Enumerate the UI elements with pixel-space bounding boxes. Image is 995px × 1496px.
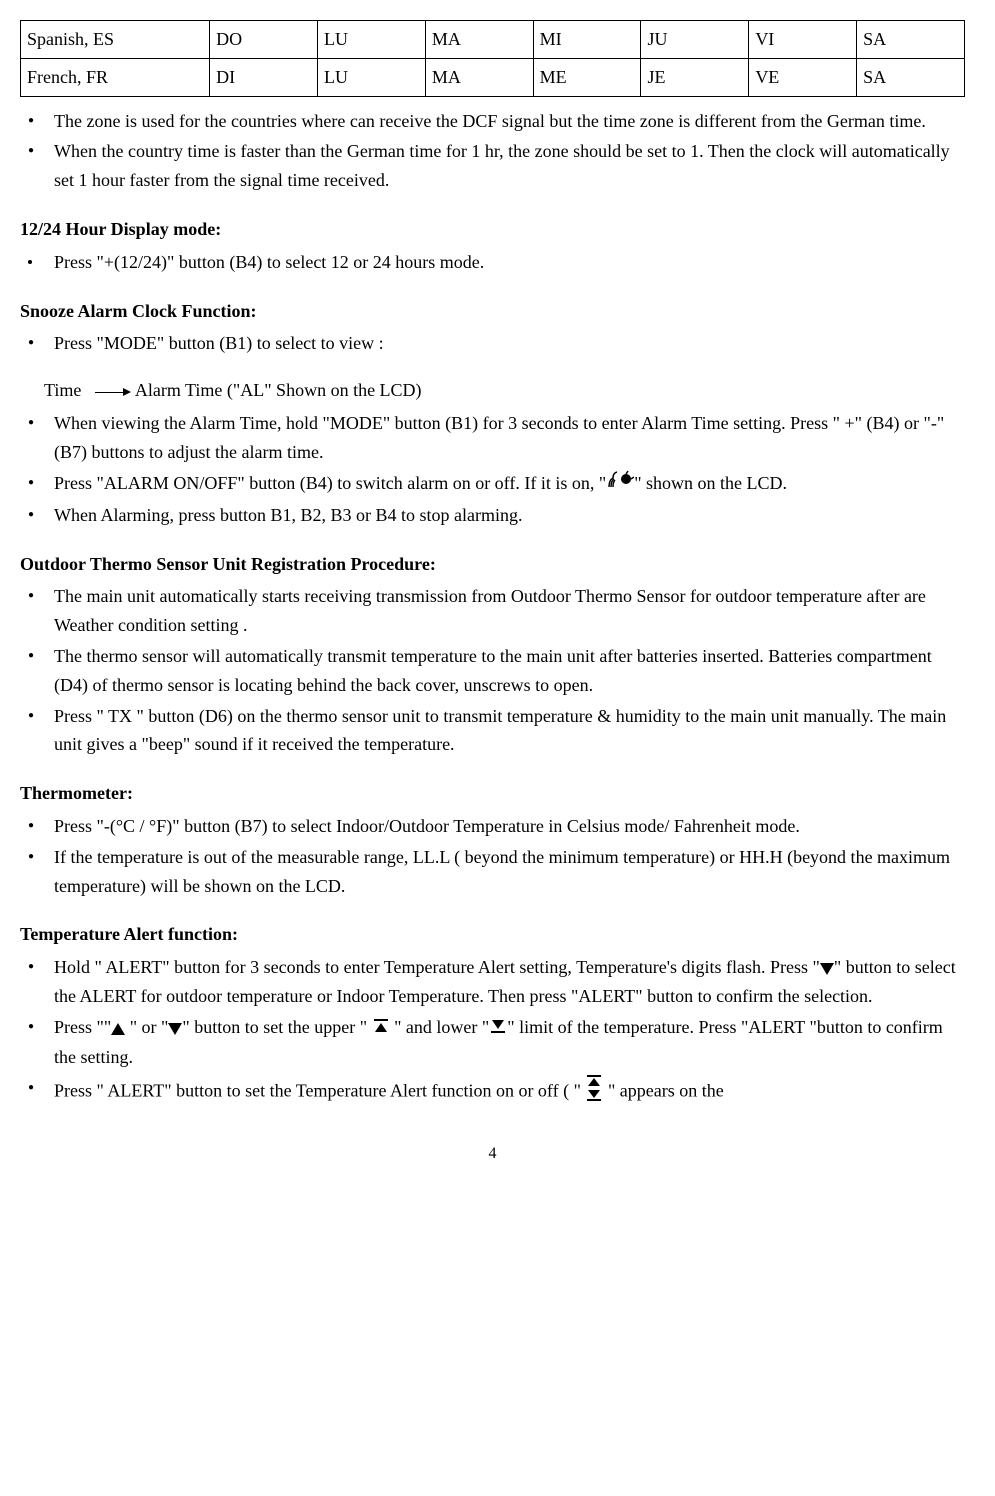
alarm-icon	[606, 470, 634, 499]
lang-cell: French, FR	[21, 58, 210, 96]
table-row: Spanish, ESDOLUMAMIJUVISA	[21, 21, 965, 59]
day-cell: VE	[749, 58, 857, 96]
list-thermo: Press "-(°C / °F)" button (B7) to select…	[20, 812, 965, 900]
triangle-down-icon	[820, 963, 834, 975]
heading-thermo: Thermometer:	[20, 779, 965, 808]
day-cell: LU	[318, 21, 426, 59]
day-cell: JU	[641, 21, 749, 59]
thermo-b1: Press "-(°C / °F)" button (B7) to select…	[20, 812, 965, 841]
day-cell: MI	[533, 21, 641, 59]
snooze-b1: Press "MODE" button (B1) to select to vi…	[20, 329, 965, 358]
alert-b2-p2: " or "	[125, 1017, 168, 1037]
snooze-b4: When Alarming, press button B1, B2, B3 o…	[20, 501, 965, 530]
heading-snooze: Snooze Alarm Clock Function:	[20, 297, 965, 326]
outdoor-b2: The thermo sensor will automatically tra…	[20, 642, 965, 700]
list-snooze: Press "MODE" button (B1) to select to vi…	[20, 329, 965, 358]
alert-b3-pre: Press " ALERT" button to set the Tempera…	[54, 1080, 585, 1100]
outdoor-b1: The main unit automatically starts recei…	[20, 582, 965, 640]
snooze-sub-time: Time	[44, 380, 81, 400]
alert-b3: Press " ALERT" button to set the Tempera…	[20, 1074, 965, 1111]
snooze-b2: When viewing the Alarm Time, hold "MODE"…	[20, 409, 965, 467]
alert-b2-p1: Press ""	[54, 1017, 111, 1037]
table-row: French, FRDILUMAMEJEVESA	[21, 58, 965, 96]
triangle-up-icon	[111, 1023, 125, 1035]
alert-b2: Press "" " or " " button to set the upper…	[20, 1013, 965, 1072]
page-number: 4	[20, 1141, 965, 1167]
limit-both-icon	[585, 1074, 603, 1111]
day-cell: JE	[641, 58, 749, 96]
language-days-table: Spanish, ESDOLUMAMIJUVISAFrench, FRDILUM…	[20, 20, 965, 97]
bullet-1224: Press "+(12/24)" button (B4) to select 1…	[20, 248, 965, 277]
day-cell: MA	[425, 21, 533, 59]
heading-outdoor: Outdoor Thermo Sensor Unit Registration …	[20, 550, 965, 579]
day-cell: VI	[749, 21, 857, 59]
list-1224: Press "+(12/24)" button (B4) to select 1…	[20, 248, 965, 277]
intro-bullet-1: The zone is used for the countries where…	[20, 107, 965, 136]
day-cell: SA	[857, 58, 965, 96]
outdoor-b3: Press " TX " button (D6) on the thermo s…	[20, 702, 965, 760]
snooze-b3-pre: Press "ALARM ON/OFF" button (B4) to swit…	[54, 473, 606, 493]
day-cell: SA	[857, 21, 965, 59]
list-alert: Hold " ALERT" button for 3 seconds to en…	[20, 953, 965, 1110]
alert-b3-post: " appears on the	[603, 1080, 723, 1100]
day-cell: DO	[210, 21, 318, 59]
lang-cell: Spanish, ES	[21, 21, 210, 59]
alert-b1-pre: Hold " ALERT" button for 3 seconds to en…	[54, 957, 820, 977]
snooze-subline: Time Alarm Time ("AL" Shown on the LCD)	[20, 376, 965, 405]
snooze-sub-alarm: Alarm Time ("AL" Shown on the LCD)	[135, 380, 422, 400]
day-cell: ME	[533, 58, 641, 96]
thermo-b2: If the temperature is out of the measura…	[20, 843, 965, 901]
snooze-b3-post: " shown on the LCD.	[634, 473, 787, 493]
day-cell: LU	[318, 58, 426, 96]
alert-b1: Hold " ALERT" button for 3 seconds to en…	[20, 953, 965, 1011]
snooze-b3: Press "ALARM ON/OFF" button (B4) to swit…	[20, 469, 965, 499]
list-outdoor: The main unit automatically starts recei…	[20, 582, 965, 759]
day-cell: MA	[425, 58, 533, 96]
intro-bullet-2: When the country time is faster than the…	[20, 137, 965, 195]
alert-b2-p4: " and lower "	[390, 1017, 490, 1037]
alert-b2-p3: " button to set the upper "	[182, 1017, 371, 1037]
heading-1224: 12/24 Hour Display mode:	[20, 215, 965, 244]
triangle-down-icon	[168, 1023, 182, 1035]
list-snooze-2: When viewing the Alarm Time, hold "MODE"…	[20, 409, 965, 530]
day-cell: DI	[210, 58, 318, 96]
limit-up-icon	[372, 1014, 390, 1043]
limit-down-icon	[489, 1014, 507, 1043]
intro-bullet-list: The zone is used for the countries where…	[20, 107, 965, 195]
heading-alert: Temperature Alert function:	[20, 920, 965, 949]
